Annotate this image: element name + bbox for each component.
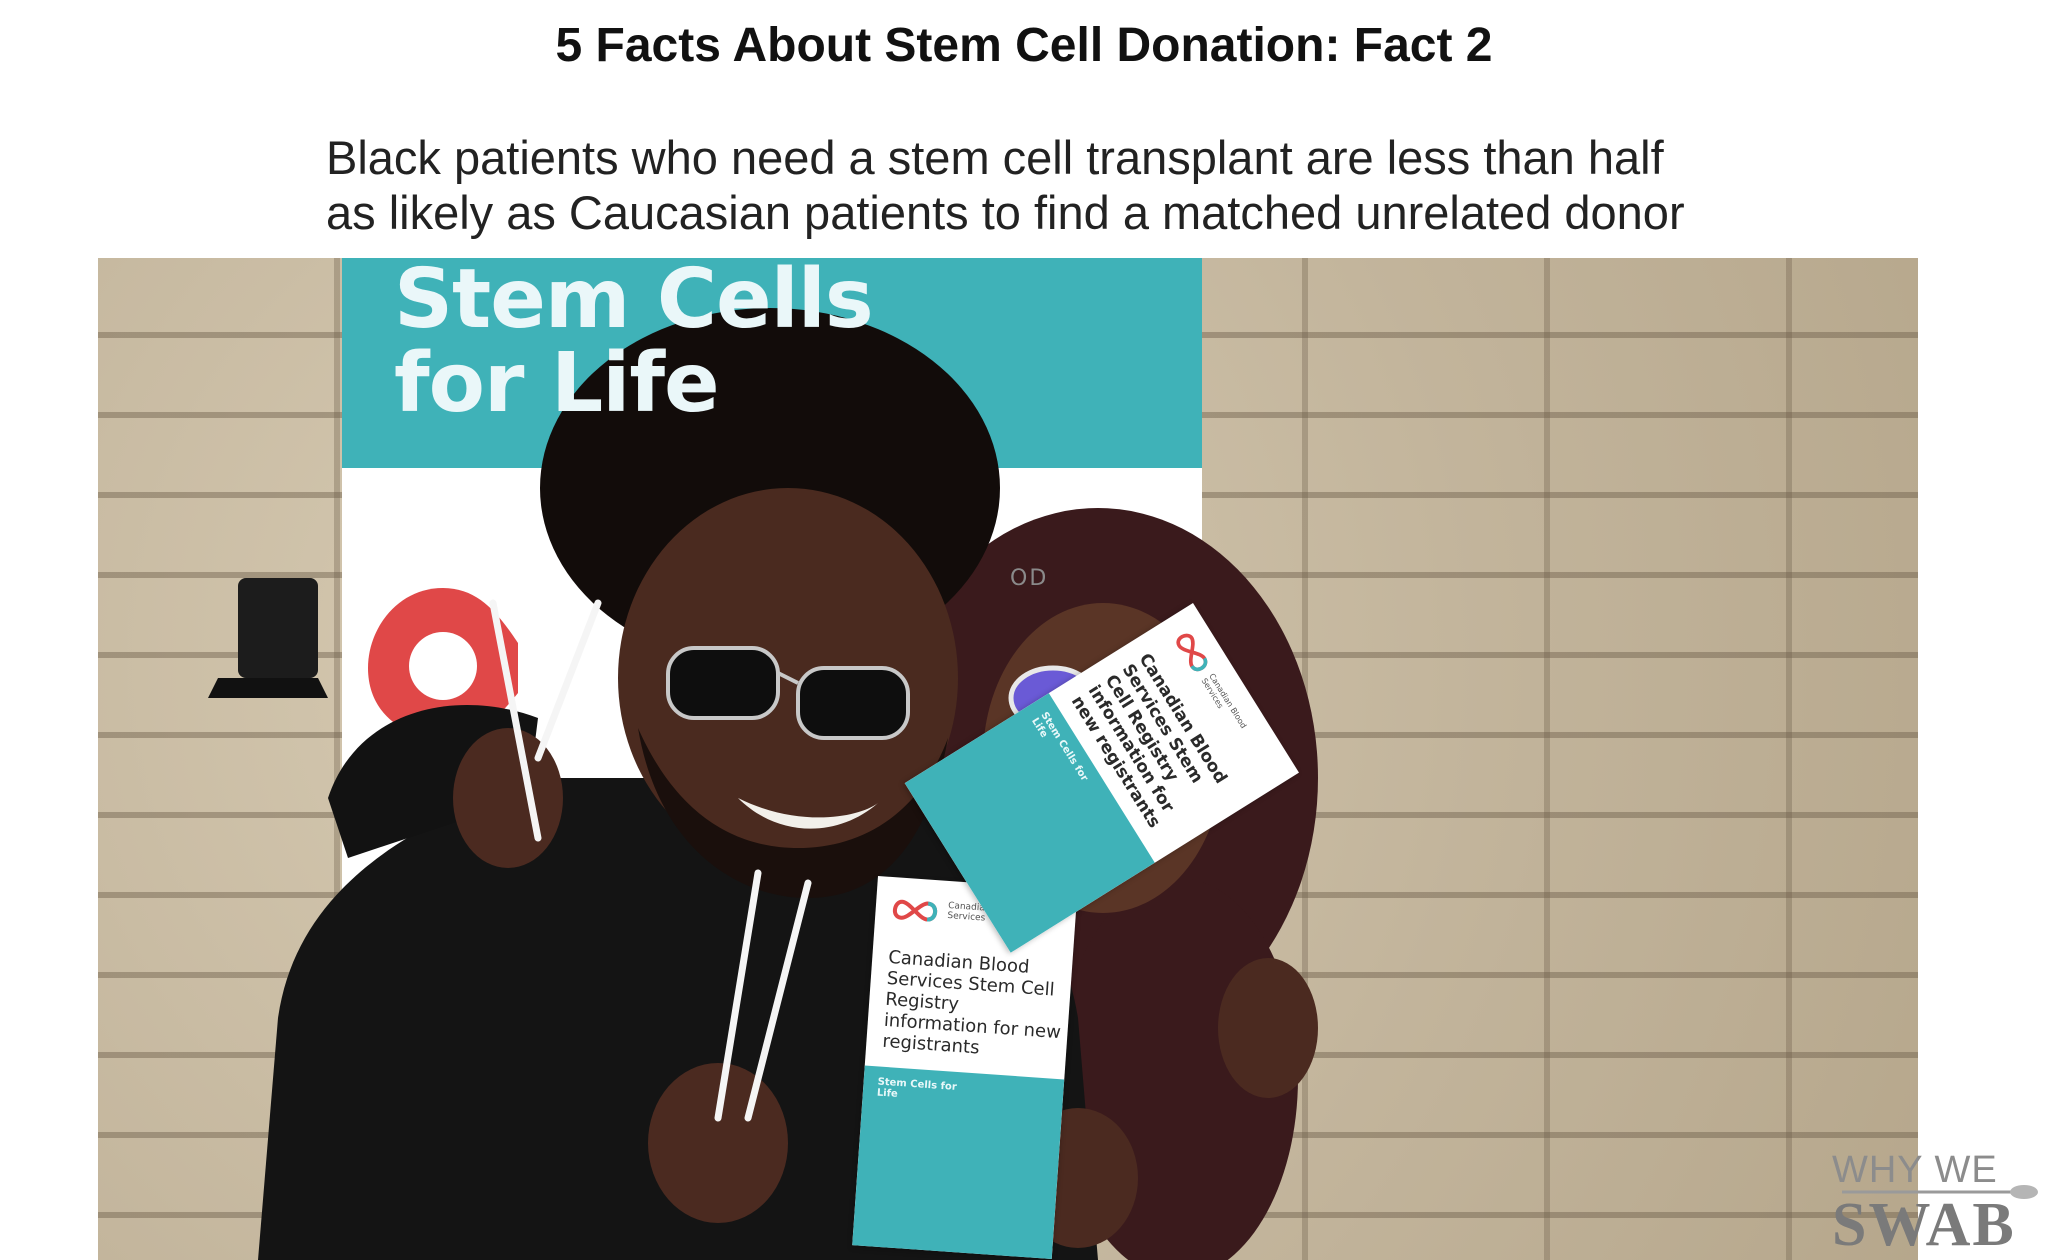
slide-title: 5 Facts About Stem Cell Donation: Fact 2 bbox=[555, 19, 1493, 72]
infinity-logo-icon bbox=[1176, 633, 1208, 672]
watermark-line-2: SWAB bbox=[1832, 1191, 2016, 1259]
brochure-tilted: Canadian Blood Services Canadian Blood S… bbox=[904, 603, 1299, 953]
banner-line-2: for Life bbox=[394, 336, 720, 431]
fact-text: Black patients who need a stem cell tran… bbox=[326, 130, 1826, 240]
cotton-swabs bbox=[489, 599, 812, 1122]
brochure-front: Canadian Blood Services Canadian Blood S… bbox=[852, 876, 1078, 1260]
infinity-logo-icon bbox=[892, 899, 938, 922]
banner-partial-text: OD bbox=[1010, 566, 1049, 591]
blood-drop-logo bbox=[368, 588, 518, 738]
swab-icon bbox=[1842, 1185, 2038, 1199]
fact-line-1: Black patients who need a stem cell tran… bbox=[326, 131, 1664, 184]
donor-photo: Stem Cells for Life OD Canadian Blood Se… bbox=[98, 258, 1918, 1260]
banner-heading: Stem Cells for Life bbox=[394, 258, 874, 431]
banner-line-1: Stem Cells bbox=[394, 258, 874, 347]
fact-line-2: as likely as Caucasian patients to find … bbox=[326, 186, 1685, 239]
wall-lamp bbox=[208, 578, 328, 698]
watermark-line-1: WHY WE bbox=[1832, 1149, 1998, 1191]
brochure-title: Canadian Blood Services Stem Cell Regist… bbox=[881, 946, 1062, 1059]
why-we-swab-watermark: WHY WE SWAB bbox=[1832, 1150, 2042, 1256]
